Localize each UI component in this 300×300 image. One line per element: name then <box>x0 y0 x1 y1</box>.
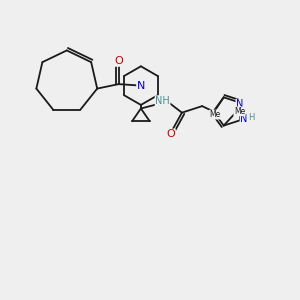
Text: H: H <box>248 113 255 122</box>
Text: N: N <box>240 114 247 124</box>
Text: N: N <box>236 99 243 109</box>
Text: N: N <box>137 81 145 91</box>
Text: O: O <box>114 56 123 66</box>
Text: O: O <box>167 129 175 139</box>
Text: NH: NH <box>155 96 170 106</box>
Text: Me: Me <box>209 110 221 119</box>
Text: Me: Me <box>234 107 245 116</box>
